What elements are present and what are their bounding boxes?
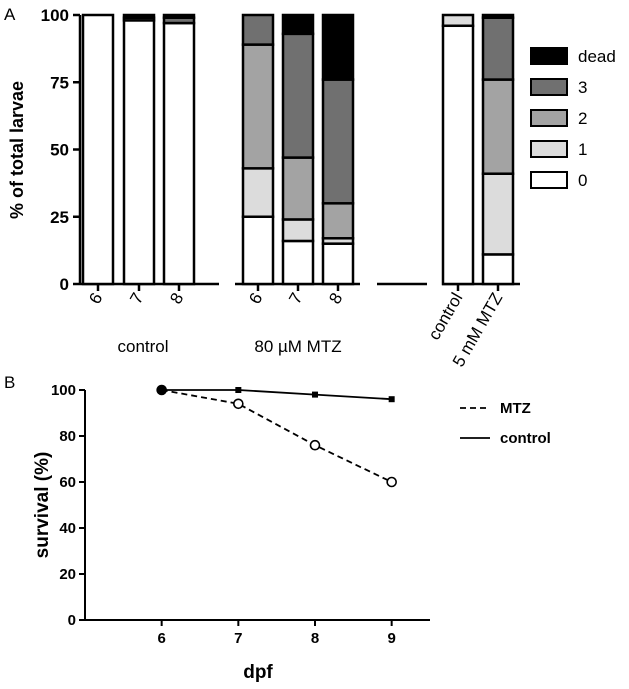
panel-b-legend: MTZ control: [460, 400, 551, 447]
legend-label-2: 2: [578, 109, 587, 128]
bar-segment-1: [241, 167, 275, 218]
panel-a-x-tick-label: 8: [325, 290, 346, 308]
panel-a-x-tick-label: control: [424, 290, 466, 344]
bar-segment-2: [481, 78, 515, 175]
panel-a-y-tick-label: 100: [41, 6, 69, 25]
bar-segment-dead: [321, 13, 355, 81]
point-MTZ: [233, 398, 244, 410]
panel-a-x-tick-label: 6: [245, 290, 266, 308]
panel-b-axes: 0 20 40 60 80 100 6 7 8 9: [51, 382, 430, 647]
panel-a-y-axis-label: % of total larvae: [7, 81, 27, 219]
bar-segment-2: [321, 202, 355, 240]
panel-b-y-tick-label: 100: [51, 382, 76, 399]
panel-a-group-label: 80 µM MTZ: [254, 337, 341, 356]
panel-a-x-tick-label: 7: [126, 290, 147, 308]
bar-segment-3: [481, 16, 515, 81]
panel-a-x-tick-label: 6: [85, 290, 106, 308]
panel-a-y-tick-label: 50: [50, 141, 69, 160]
legend-label-MTZ: MTZ: [500, 400, 531, 417]
series-line-control: [161, 389, 392, 401]
panel-a-legend: dead 3 2 1 0: [530, 47, 616, 190]
bar-segment-0: [281, 239, 315, 286]
series-line-MTZ: [161, 389, 393, 483]
panel-b-y-tick-label: 0: [68, 612, 76, 629]
legend-label-dead: dead: [578, 47, 616, 66]
bar-segment-1: [441, 13, 475, 28]
legend-label-3: 3: [578, 78, 587, 97]
legend-swatch-0: [530, 171, 568, 189]
point-control: [235, 387, 242, 393]
bar-segment-0: [321, 242, 355, 286]
point-control: [388, 396, 395, 403]
bar-segment-3: [281, 32, 315, 159]
panel-b-x-tick-label: 6: [157, 630, 165, 647]
panel-a-x-tick-label: 7: [285, 290, 306, 308]
panel-b-letter: B: [4, 373, 15, 392]
panel-a-group-label: control: [117, 337, 168, 356]
panel-b-y-tick-label: 20: [59, 566, 76, 583]
panel-a-y-axis: 0 25 50 75 100: [41, 6, 82, 294]
panel-a: A % of total larvae 0 25 50 75 100 6 7 8 6 7 8 con…: [4, 5, 616, 370]
bar-segment-dead: [122, 13, 156, 19]
bar-segment-2: [281, 156, 315, 221]
legend-swatch-2: [530, 109, 568, 127]
panel-a-group-labels: control 80 µM MTZ: [117, 337, 341, 356]
panel-b-x-tick-label: 8: [311, 630, 319, 647]
bar-segment-dead: [281, 13, 315, 36]
panel-b-x-tick-label: 7: [234, 630, 242, 647]
bar-segment-3: [241, 13, 275, 46]
panel-b: B survival (%) dpf 0 20 40 60 80 100 6 7 8 9 MTZ c…: [4, 373, 551, 683]
panel-a-bars: [81, 13, 515, 286]
panel-a-y-tick-label: 75: [50, 73, 69, 92]
bar-segment-0: [481, 253, 515, 286]
panel-a-y-tick-label: 25: [50, 208, 69, 227]
bar-segment-3: [321, 78, 355, 205]
legend-label-1: 1: [578, 140, 587, 159]
panel-b-y-tick-label: 40: [59, 520, 76, 537]
bar-segment-0: [122, 19, 156, 286]
bar-segment-0: [162, 21, 196, 286]
panel-b-lines: [156, 384, 397, 488]
point-shared: [156, 385, 167, 395]
bar-segment-1: [481, 172, 515, 256]
panel-b-x-tick-label: 9: [387, 630, 395, 647]
panel-a-x-tick-label: 8: [166, 290, 187, 308]
panel-b-y-tick-label: 80: [59, 428, 76, 445]
legend-swatch-3: [530, 78, 568, 96]
point-control: [312, 391, 318, 398]
bar-segment-dead: [481, 13, 515, 19]
bar-segment-0: [441, 24, 475, 286]
legend-label-0: 0: [578, 171, 587, 190]
bar-segment-dead: [162, 13, 196, 19]
legend-swatch-1: [530, 140, 568, 158]
panel-b-x-axis-label: dpf: [243, 662, 273, 683]
legend-swatch-dead: [530, 47, 568, 65]
panel-a-y-tick-label: 0: [60, 275, 69, 294]
bar-segment-0: [81, 13, 115, 286]
bar-segment-0: [241, 215, 275, 286]
panel-b-y-tick-label: 60: [59, 474, 76, 491]
panel-b-y-axis-label: survival (%): [32, 452, 53, 559]
bar-segment-1: [281, 218, 315, 243]
bar-segment-2: [241, 43, 275, 170]
point-MTZ: [309, 439, 321, 451]
panel-a-letter: A: [4, 5, 16, 24]
point-MTZ: [386, 476, 397, 488]
legend-label-control: control: [500, 430, 551, 447]
